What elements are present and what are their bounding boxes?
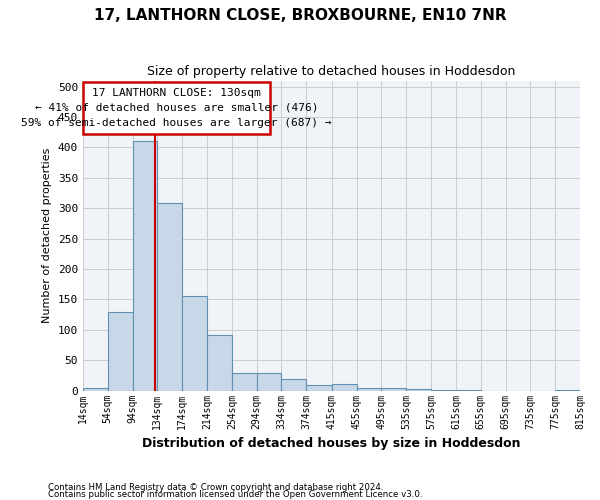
Bar xyxy=(281,379,307,390)
Bar xyxy=(108,312,133,390)
Bar xyxy=(382,388,406,390)
Bar xyxy=(207,334,232,390)
Text: Contains public sector information licensed under the Open Government Licence v3: Contains public sector information licen… xyxy=(48,490,422,499)
FancyBboxPatch shape xyxy=(83,82,269,134)
Bar xyxy=(232,373,257,390)
Title: Size of property relative to detached houses in Hoddesdon: Size of property relative to detached ho… xyxy=(147,65,515,78)
Bar xyxy=(83,388,108,390)
Bar xyxy=(182,296,207,390)
Bar xyxy=(257,373,281,390)
Bar xyxy=(356,388,382,390)
Text: 17, LANTHORN CLOSE, BROXBOURNE, EN10 7NR: 17, LANTHORN CLOSE, BROXBOURNE, EN10 7NR xyxy=(94,8,506,22)
Bar xyxy=(133,142,157,390)
Y-axis label: Number of detached properties: Number of detached properties xyxy=(42,148,52,324)
Bar xyxy=(332,384,356,390)
Text: 17 LANTHORN CLOSE: 130sqm
← 41% of detached houses are smaller (476)
59% of semi: 17 LANTHORN CLOSE: 130sqm ← 41% of detac… xyxy=(21,88,332,128)
Bar xyxy=(157,204,182,390)
X-axis label: Distribution of detached houses by size in Hoddesdon: Distribution of detached houses by size … xyxy=(142,437,521,450)
Text: Contains HM Land Registry data © Crown copyright and database right 2024.: Contains HM Land Registry data © Crown c… xyxy=(48,484,383,492)
Bar xyxy=(307,385,332,390)
